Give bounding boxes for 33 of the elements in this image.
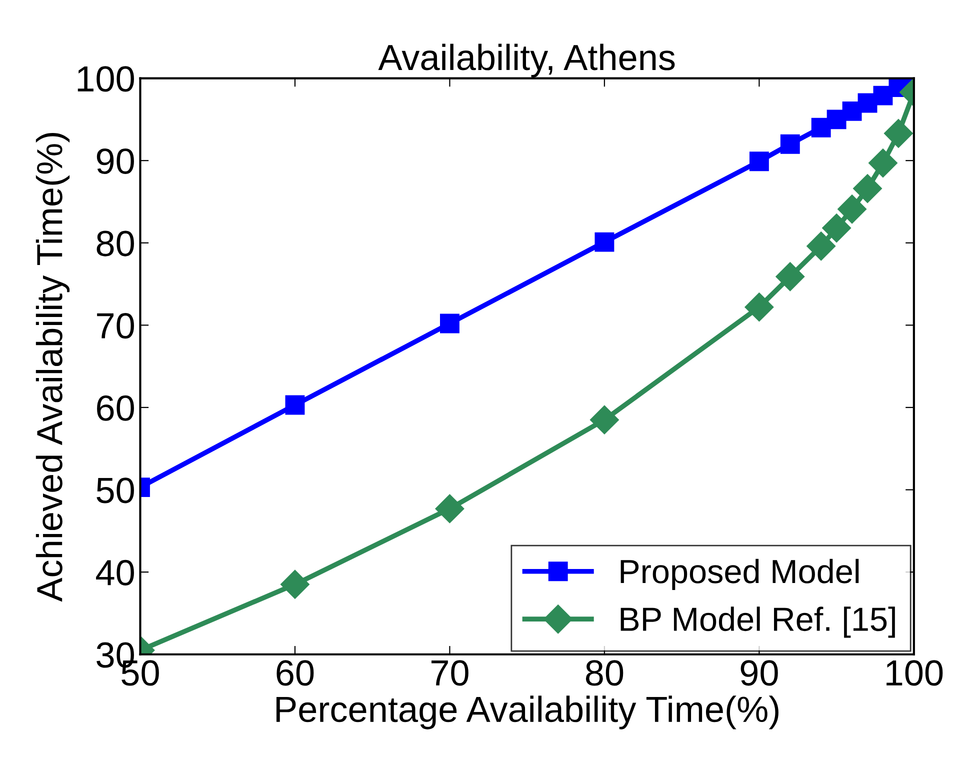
y-tick-label: 80 — [96, 230, 134, 256]
x-tick-label: 70 — [431, 660, 468, 686]
x-tick-label: 100 — [886, 660, 943, 686]
point — [590, 405, 619, 434]
y-axis-title: Achieved Availability Time(%) — [36, 133, 70, 602]
point — [776, 262, 805, 292]
point — [744, 292, 774, 322]
point — [435, 494, 464, 524]
point — [780, 134, 800, 154]
point — [884, 118, 913, 148]
x-tick-label: 80 — [586, 660, 624, 686]
point — [806, 232, 836, 261]
legend-label: Proposed Model — [620, 558, 859, 590]
point — [868, 148, 898, 178]
x-tick-label: 60 — [276, 660, 314, 686]
chart-title: Availability, Athens — [378, 44, 675, 78]
point — [838, 194, 866, 224]
point — [594, 232, 614, 252]
point — [822, 214, 852, 243]
point — [853, 174, 882, 204]
point — [280, 570, 310, 599]
y-tick-label: 100 — [78, 66, 134, 92]
y-tick-label: 50 — [96, 478, 134, 504]
point — [285, 395, 305, 415]
x-tick-label: 90 — [740, 660, 778, 686]
x-axis-title: Percentage Availability Time(%) — [276, 696, 778, 730]
point — [749, 152, 769, 172]
legend-label: BP Model Ref. [15] — [620, 606, 895, 638]
point — [440, 314, 460, 334]
y-tick-label: 70 — [97, 313, 134, 339]
y-tick-label: 40 — [96, 560, 134, 586]
y-tick-label: 90 — [96, 148, 134, 174]
y-tick-label: 60 — [97, 395, 134, 421]
